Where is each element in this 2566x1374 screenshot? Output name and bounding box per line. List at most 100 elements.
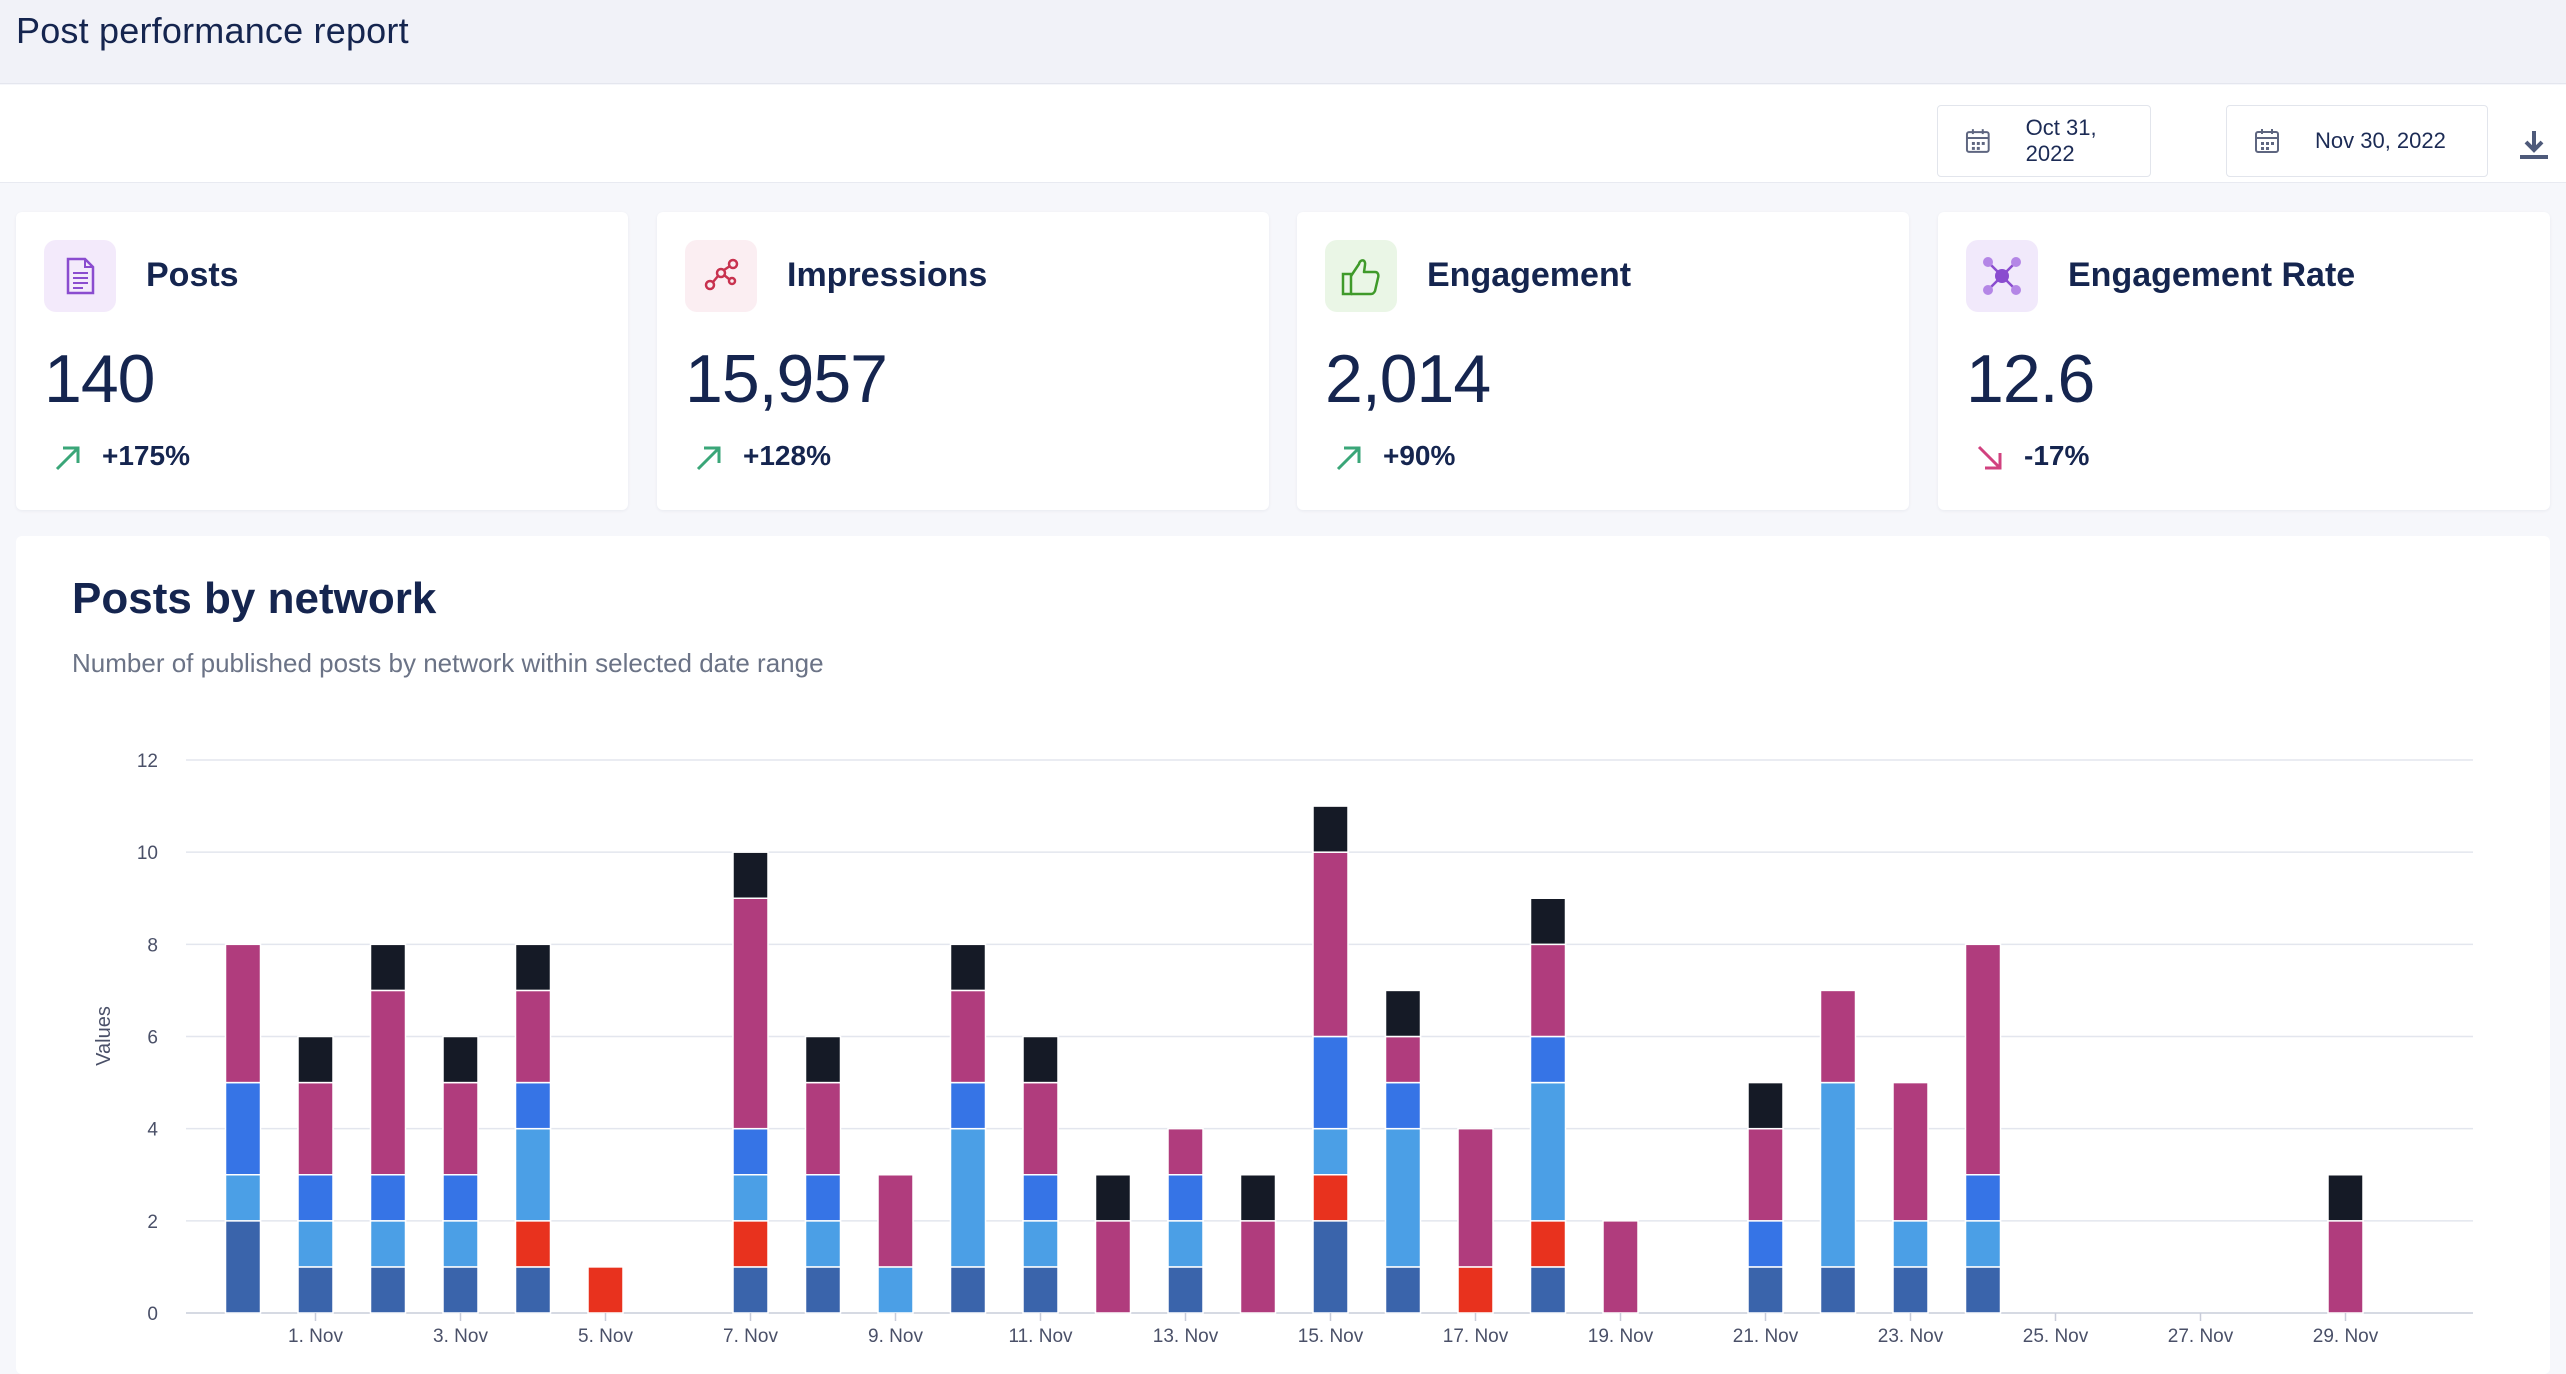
bar-segment[interactable] [1529, 1266, 1567, 1314]
bar-segment[interactable] [1022, 1266, 1059, 1314]
bar-segment[interactable] [2327, 1220, 2364, 1314]
bar-segment[interactable] [732, 851, 769, 899]
bar-segment[interactable] [949, 1127, 987, 1268]
bar-segment[interactable] [1747, 1081, 1784, 1130]
bar-segment[interactable] [1529, 897, 1567, 946]
bar-segment[interactable] [1892, 1081, 1929, 1222]
bar-segment[interactable] [804, 1266, 842, 1314]
bar-segment[interactable] [1239, 1174, 1277, 1222]
start-date-picker[interactable]: Oct 31, 2022 [1937, 105, 2151, 177]
trend-up-icon [1336, 446, 1361, 471]
bar-segment[interactable] [1312, 1127, 1349, 1176]
bar-segment[interactable] [1529, 943, 1567, 1038]
bar-segment[interactable] [732, 897, 769, 1130]
bar-segment[interactable] [877, 1266, 914, 1314]
bar-segment[interactable] [1239, 1220, 1277, 1314]
bar-segment[interactable] [442, 1266, 479, 1314]
bar-segment[interactable] [1022, 1174, 1059, 1222]
bar-segment[interactable] [804, 1081, 842, 1176]
bar-segment[interactable] [442, 1174, 479, 1222]
bar-segment[interactable] [1747, 1266, 1784, 1314]
bar-segment[interactable] [1819, 989, 1857, 1084]
bar-segment[interactable] [804, 1220, 842, 1268]
bar-segment[interactable] [804, 1174, 842, 1222]
bar-segment[interactable] [297, 1035, 334, 1084]
bar-segment[interactable] [732, 1220, 769, 1268]
bar-segment[interactable] [1747, 1127, 1784, 1222]
bar-segment[interactable] [369, 989, 407, 1176]
bar-segment[interactable] [1384, 1081, 1422, 1130]
bar-segment[interactable] [442, 1081, 479, 1176]
bar-segment[interactable] [949, 943, 987, 992]
bar-segment[interactable] [1022, 1220, 1059, 1268]
bar-segment[interactable] [1747, 1220, 1784, 1268]
bar-segment[interactable] [1312, 1035, 1349, 1130]
bar-segment[interactable] [1312, 851, 1349, 1038]
bar-segment[interactable] [369, 943, 407, 992]
bar-segment[interactable] [1457, 1127, 1494, 1268]
x-tick-label: 19. Nov [1588, 1326, 1654, 1347]
bar-segment[interactable] [224, 943, 262, 1084]
bar-segment[interactable] [442, 1220, 479, 1268]
bar-segment[interactable] [732, 1174, 769, 1222]
bar-segment[interactable] [1384, 1127, 1422, 1268]
bar-segment[interactable] [442, 1035, 479, 1084]
bar-segment[interactable] [1167, 1127, 1204, 1176]
bar-segment[interactable] [1819, 1266, 1857, 1314]
bar-segment[interactable] [369, 1220, 407, 1268]
bar-segment[interactable] [1964, 1174, 2002, 1222]
bar-segment[interactable] [514, 1266, 552, 1314]
bar-segment[interactable] [804, 1035, 842, 1084]
bar-segment[interactable] [514, 1127, 552, 1222]
bar-segment[interactable] [1457, 1266, 1494, 1314]
bar-segment[interactable] [297, 1266, 334, 1314]
bar-segment[interactable] [514, 1081, 552, 1130]
bar-segment[interactable] [224, 1220, 262, 1314]
bar-segment[interactable] [224, 1081, 262, 1176]
bar-segment[interactable] [514, 1220, 552, 1268]
bar-segment[interactable] [949, 989, 987, 1084]
bar-segment[interactable] [369, 1266, 407, 1314]
bar-segment[interactable] [514, 989, 552, 1084]
bar-segment[interactable] [1964, 943, 2002, 1176]
bar-segment[interactable] [1094, 1174, 1132, 1222]
bar-segment[interactable] [732, 1127, 769, 1176]
bar-segment[interactable] [369, 1174, 407, 1222]
bar-segment[interactable] [297, 1220, 334, 1268]
bar-segment[interactable] [877, 1174, 914, 1268]
bar-segment[interactable] [1602, 1220, 1639, 1314]
bar-segment[interactable] [1964, 1220, 2002, 1268]
end-date-picker[interactable]: Nov 30, 2022 [2226, 105, 2488, 177]
metric-label: Engagement Rate [2068, 256, 2356, 294]
bar-segment[interactable] [1529, 1220, 1567, 1268]
bar-segment[interactable] [949, 1081, 987, 1130]
bar-segment[interactable] [1529, 1081, 1567, 1222]
bar-segment[interactable] [1384, 1035, 1422, 1084]
bar-segment[interactable] [1022, 1081, 1059, 1176]
bar-segment[interactable] [1384, 989, 1422, 1038]
bar-segment[interactable] [514, 943, 552, 992]
bar-segment[interactable] [949, 1266, 987, 1314]
bar-segment[interactable] [1892, 1220, 1929, 1268]
bar-segment[interactable] [1312, 805, 1349, 853]
bar-segment[interactable] [1312, 1220, 1349, 1314]
bar-segment[interactable] [1529, 1035, 1567, 1084]
bar-segment[interactable] [297, 1174, 334, 1222]
bar-segment[interactable] [1022, 1035, 1059, 1084]
bar-segment[interactable] [1384, 1266, 1422, 1314]
bar-segment[interactable] [1167, 1174, 1204, 1222]
bar-segment[interactable] [297, 1081, 334, 1176]
download-icon[interactable] [2514, 125, 2554, 165]
bar-segment[interactable] [1892, 1266, 1929, 1314]
y-tick-label: 10 [137, 843, 158, 864]
bar-segment[interactable] [1167, 1220, 1204, 1268]
bar-segment[interactable] [1167, 1266, 1204, 1314]
bar-segment[interactable] [1094, 1220, 1132, 1314]
bar-segment[interactable] [1312, 1174, 1349, 1222]
bar-segment[interactable] [1819, 1081, 1857, 1268]
bar-segment[interactable] [2327, 1174, 2364, 1222]
bar-segment[interactable] [732, 1266, 769, 1314]
bar-segment[interactable] [587, 1266, 624, 1314]
bar-segment[interactable] [1964, 1266, 2002, 1314]
bar-segment[interactable] [224, 1174, 262, 1222]
